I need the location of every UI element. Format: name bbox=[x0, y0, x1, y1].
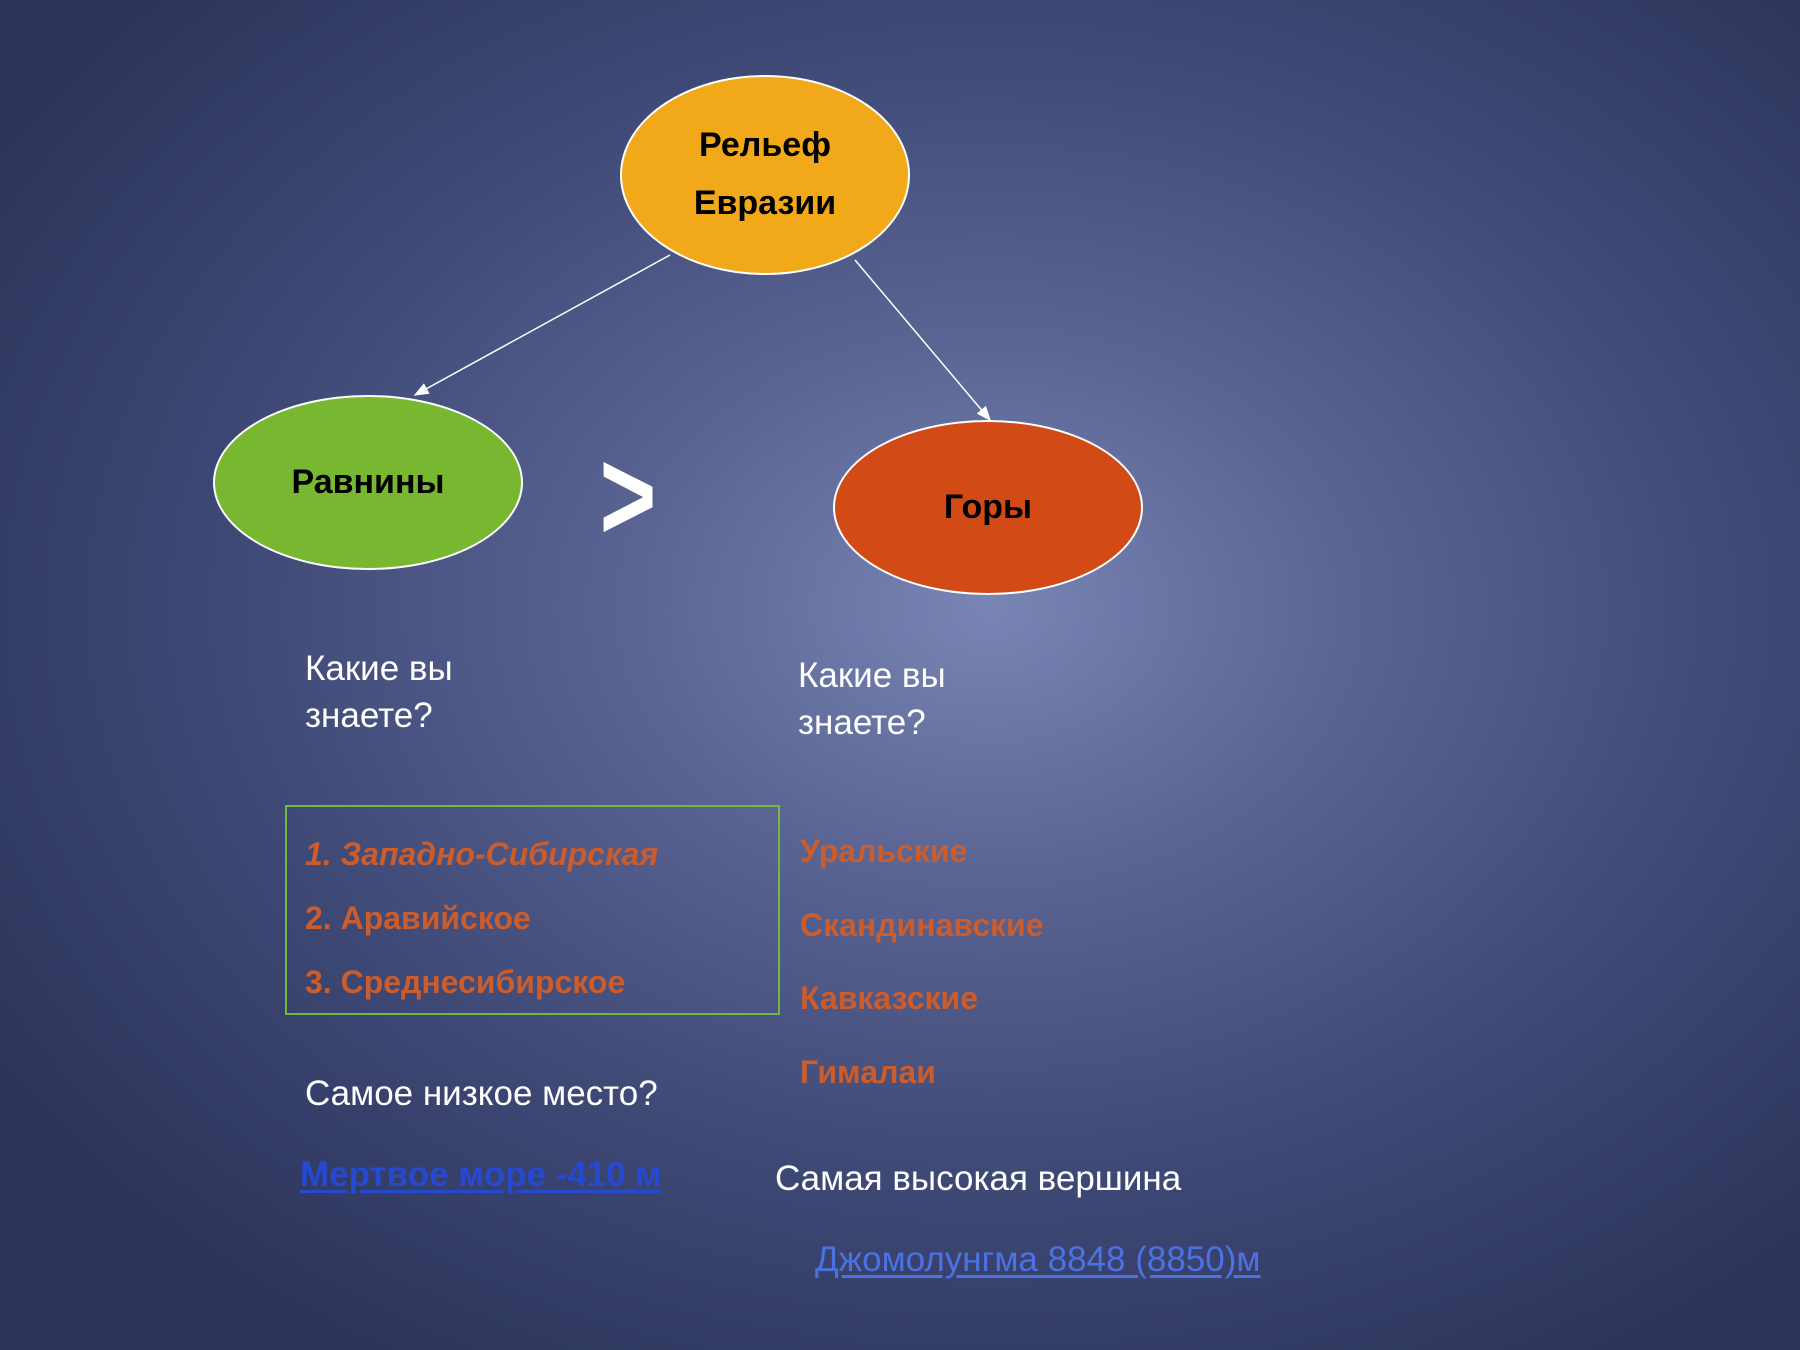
mountains-list: УральскиеСкандинавскиеКавказскиеГималаи bbox=[800, 815, 1044, 1109]
plains-list-box: 1. Западно-Сибирская2. Аравийское3. Сред… bbox=[285, 805, 780, 1015]
root-label-2: Евразии bbox=[694, 175, 836, 233]
plains-node: Равнины bbox=[213, 395, 523, 570]
mountain-item: Уральские bbox=[800, 815, 1044, 889]
mountain-item: Гималаи bbox=[800, 1036, 1044, 1110]
answer-lowest[interactable]: Мертвое море -410 м bbox=[300, 1155, 661, 1195]
answer-highest[interactable]: Джомолунгма 8848 (8850)м bbox=[815, 1240, 1260, 1280]
mountains-label: Горы bbox=[944, 488, 1032, 527]
plains-item: 3. Среднесибирское bbox=[305, 950, 760, 1014]
root-node: Рельеф Евразии bbox=[620, 75, 910, 275]
plains-label: Равнины bbox=[291, 463, 444, 502]
question-lowest: Самое низкое место? bbox=[305, 1070, 658, 1117]
question-mountains: Какие вызнаете? bbox=[798, 652, 946, 747]
mountain-item: Скандинавские bbox=[800, 889, 1044, 963]
comparison-symbol: > bbox=[599, 420, 656, 570]
mountain-item: Кавказские bbox=[800, 962, 1044, 1036]
plains-item: 2. Аравийское bbox=[305, 886, 760, 950]
question-highest: Самая высокая вершина bbox=[775, 1155, 1181, 1202]
question-plains: Какие вызнаете? bbox=[305, 645, 453, 740]
mountains-node: Горы bbox=[833, 420, 1143, 595]
root-label-1: Рельеф bbox=[699, 117, 831, 175]
plains-item: 1. Западно-Сибирская bbox=[305, 822, 760, 886]
